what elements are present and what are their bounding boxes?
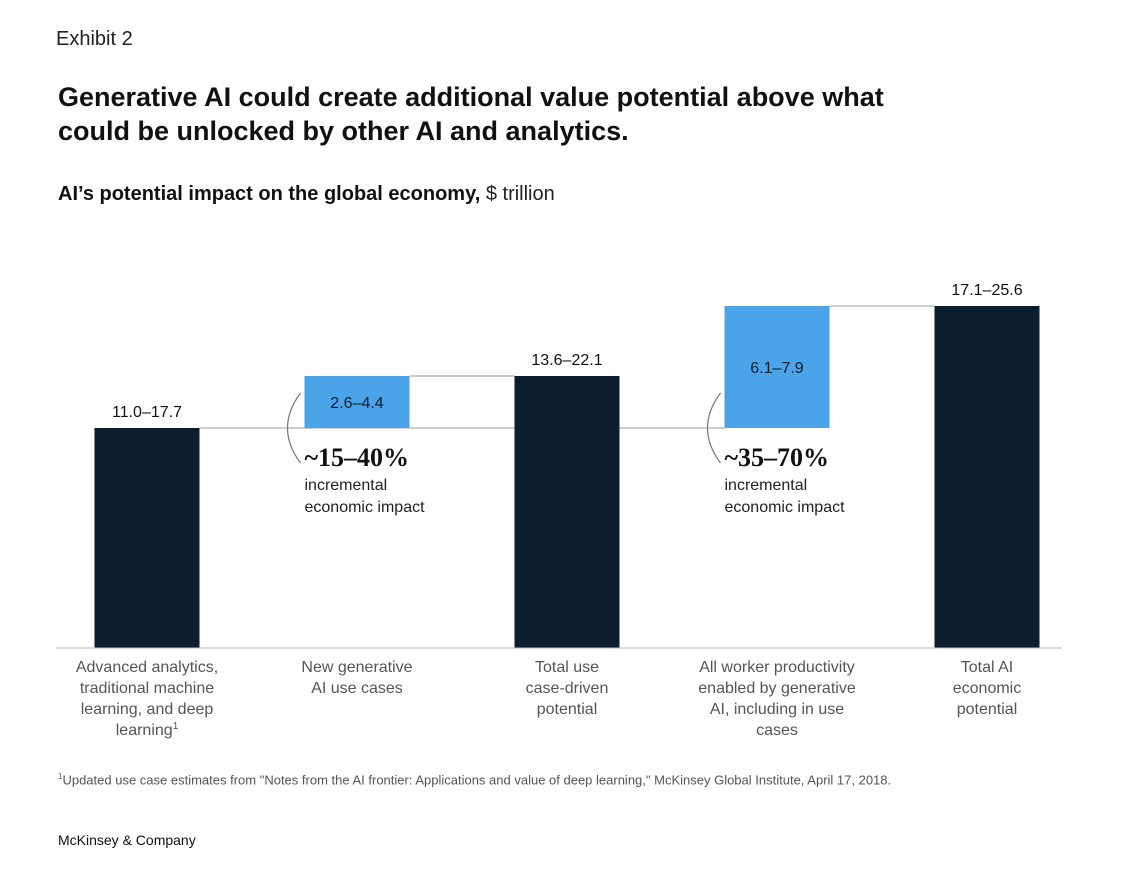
annotation-text-2-line-1: incremental <box>725 477 808 494</box>
bar-value-label-5: 17.1–25.6 <box>951 282 1022 299</box>
bar-2 <box>304 376 410 428</box>
bar-1 <box>94 428 200 648</box>
category-label-5: Total AI economic potential <box>953 659 1021 718</box>
bar-5 <box>934 306 1040 648</box>
chart-subtitle: AI’s potential impact on the global econ… <box>58 183 555 206</box>
chart-headline: Generative AI could create additional va… <box>58 82 884 146</box>
waterfall-chart: 11.0–17.7 2.6–4.4 13.6–22.1 6.1–7.9 17.1–25.… <box>56 282 1062 739</box>
subtitle-unit: $ trillion <box>485 183 555 205</box>
annotation-bracket-1 <box>286 392 301 464</box>
category-label-2: New generative AI use cases <box>301 659 412 697</box>
bar-value-label-1: 11.0–17.7 <box>112 404 182 421</box>
annotation-text-2-line-2: economic impact <box>725 499 846 516</box>
brand-logo-text: McKinsey & Company <box>58 832 196 848</box>
category-label-4: All worker productivity enabled by genera… <box>698 659 856 739</box>
footnote-text: Updated use case estimates from "Notes f… <box>62 772 892 788</box>
annotation-percent-2: ~35–70% <box>725 443 830 472</box>
annotation-percent-1: ~15–40% <box>305 443 410 472</box>
bar-value-label-2: 2.6–4.4 <box>330 395 383 412</box>
subtitle-text: AI’s potential impact on the global econ… <box>58 183 481 205</box>
category-label-1: Advanced analytics, traditional machine le… <box>76 659 218 739</box>
annotation-text-1-line-1: incremental <box>305 477 388 494</box>
annotation-text-1-line-2: economic impact <box>305 499 426 516</box>
bar-value-label-3: 13.6–22.1 <box>531 352 602 369</box>
annotation-bracket-2 <box>706 392 721 464</box>
bar-value-label-4: 6.1–7.9 <box>750 360 803 377</box>
exhibit-label: Exhibit 2 <box>56 28 133 50</box>
bar-3 <box>514 376 620 648</box>
footnote: 1Updated use case estimates from "Notes … <box>58 772 891 787</box>
category-label-3: Total use case-driven potential <box>526 659 609 718</box>
footnote-mark: 1 <box>58 772 63 781</box>
bar-4 <box>724 306 830 428</box>
